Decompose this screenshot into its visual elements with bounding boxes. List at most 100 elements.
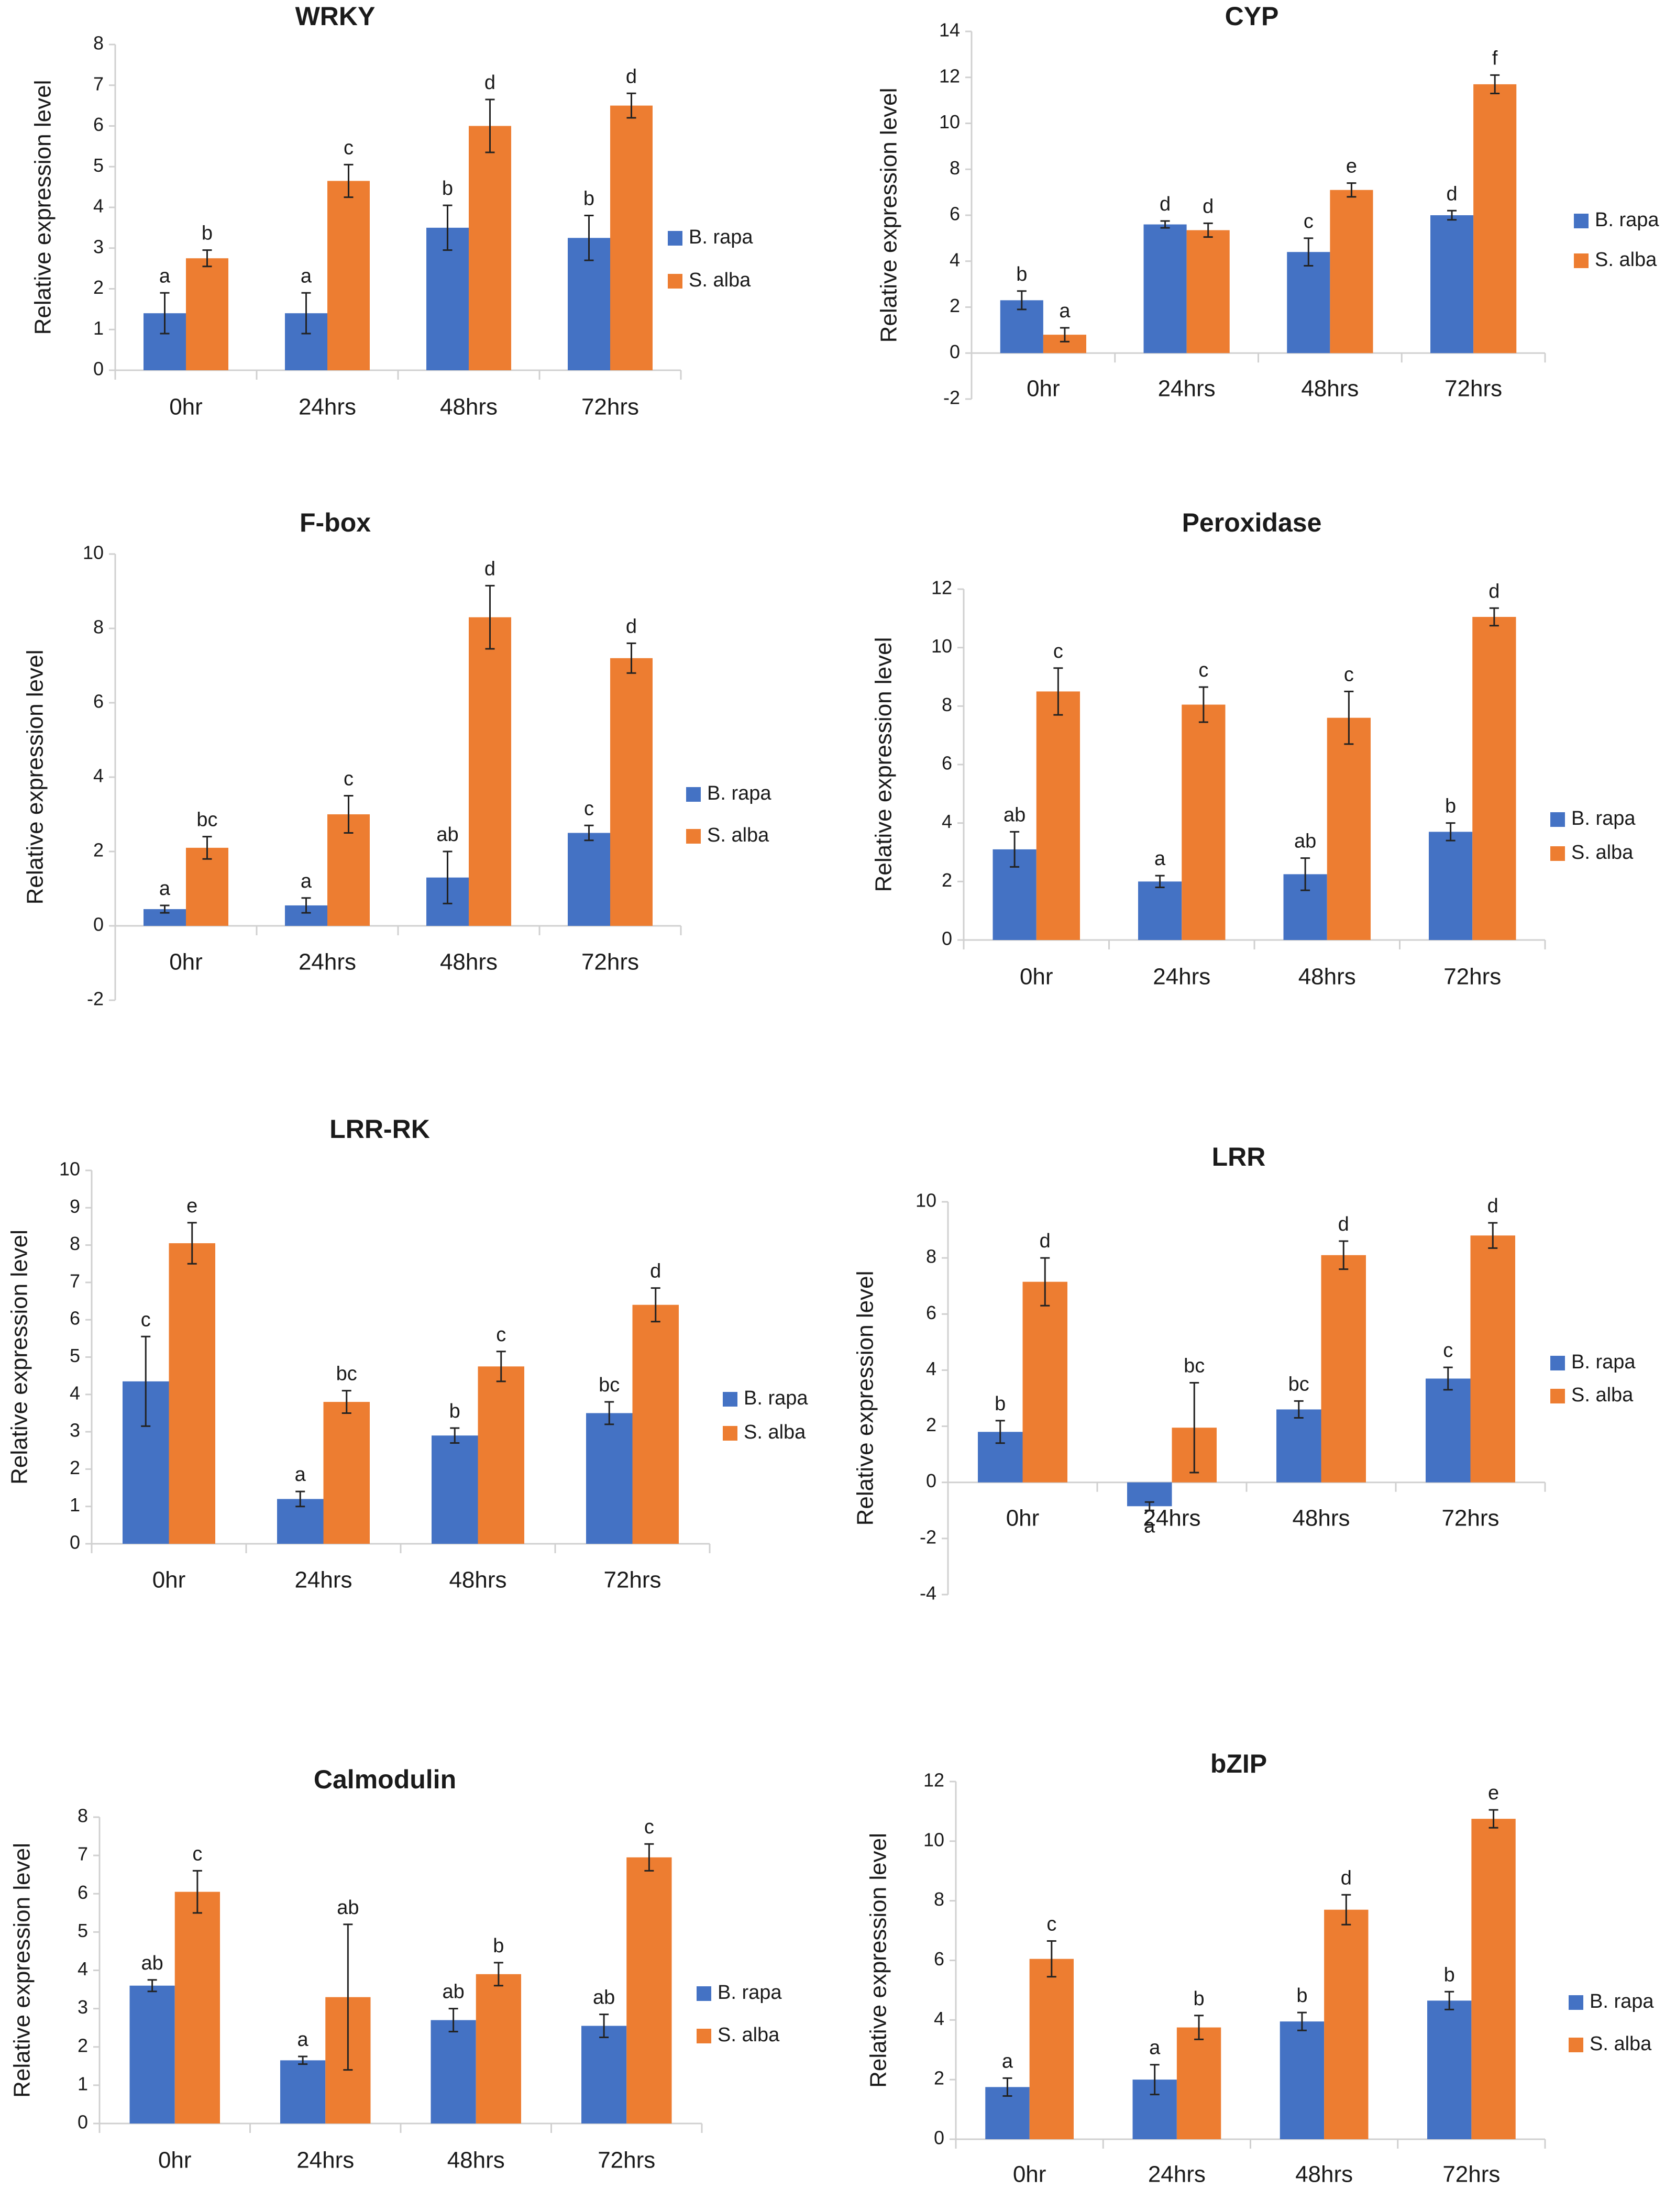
legend-label: B. rapa [707,782,771,804]
y-tick-label: 3 [78,1996,88,2018]
significance-letter: b [493,1935,504,1957]
chart-lrr: LRR -4 -2 0 2 4 6 8 10 Relative expression level 0… [853,1142,1636,1603]
y-tick-label: 4 [93,195,104,217]
category-label: 72hrs [598,2148,655,2173]
category-label: 24hrs [1158,376,1216,402]
bar-b-rapa [280,2060,326,2123]
y-tick-label: 3 [93,236,104,257]
legend-label: B. rapa [1595,209,1659,231]
legend-label: S. alba [1595,249,1657,271]
y-tick-label: 10 [83,542,104,563]
bar-s-alba [1327,717,1371,940]
bar-b-rapa [1430,215,1474,353]
y-tick-label: 0 [942,928,952,949]
y-axis-label: Relative expression level [866,1833,891,2088]
category-label: 48hrs [440,394,498,420]
bar-s-alba [186,847,228,926]
legend-swatch-b-rapa [1550,1356,1565,1370]
chart-title: LRR-RK [329,1114,430,1144]
bar-s-alba [1182,704,1226,940]
bar-b-rapa [1280,2021,1325,2139]
significance-letter: ab [442,1981,464,2003]
chart-bzip: bZIP 0 2 4 6 8 10 12 Relative expression level 0h… [866,1749,1655,2187]
bar-b-rapa [1276,1409,1321,1483]
y-tick-label: 9 [70,1196,80,1217]
chart-f-box: F-box -2 0 2 4 6 8 10 Relative expression level 0… [23,508,772,1009]
y-tick-label: 4 [93,765,104,787]
y-tick-label: 0 [93,914,104,935]
bar-b-rapa [426,227,469,370]
significance-letter: b [1444,1964,1455,1986]
bar-b-rapa [581,2026,627,2123]
legend-swatch-b-rapa [668,231,682,246]
y-tick-label: 6 [942,753,952,774]
bar-b-rapa [586,1413,633,1544]
bar-s-alba [1321,1255,1366,1483]
legend-swatch-b-rapa [1550,812,1565,827]
significance-letter: c [1443,1340,1453,1362]
legend-swatch-s-alba [1569,2038,1583,2052]
y-tick-label: 6 [93,114,104,135]
bar-b-rapa [431,2020,476,2123]
legend-label: S. alba [689,269,751,291]
y-tick-label: 4 [934,2008,944,2029]
significance-letter: d [626,65,637,87]
significance-letter: b [1193,1988,1204,2010]
bar-s-alba [186,258,228,370]
bar-b-rapa [129,1985,175,2123]
legend-label: B. rapa [718,1982,782,2004]
legend-label: B. rapa [1590,1990,1654,2012]
significance-letter: bc [196,809,217,831]
y-tick-label: 8 [942,694,952,715]
y-tick-label: 2 [78,2034,88,2056]
significance-letter: d [484,72,495,94]
y-tick-label: 0 [93,358,104,380]
y-tick-label: 4 [70,1382,80,1403]
significance-letter: c [344,768,354,790]
y-tick-label: 1 [78,2073,88,2094]
bar-b-rapa [1138,881,1182,940]
significance-letter: b [583,188,594,210]
legend-label: S. alba [1571,1384,1634,1406]
y-axis-label: Relative expression level [853,1271,878,1526]
y-tick-label: 0 [950,341,960,362]
y-tick-label: 4 [78,1958,88,1979]
legend-swatch-b-rapa [686,787,701,802]
y-tick-label: 7 [70,1270,80,1291]
y-tick-label: 8 [934,1888,944,1910]
bar-s-alba [1471,1819,1516,2139]
y-tick-label: 8 [93,616,104,638]
bar-s-alba [1324,1909,1369,2139]
chart-peroxidase: Peroxidase 0 2 4 6 8 10 12 Relative expression l… [871,508,1636,989]
bar-b-rapa [568,833,610,926]
y-tick-label: 5 [70,1345,80,1366]
y-tick-label: 8 [93,32,104,54]
significance-letter: b [442,178,453,200]
y-tick-label: 7 [93,73,104,94]
y-tick-label: 0 [78,2111,88,2133]
significance-letter: ab [593,1987,615,2009]
legend-label: B. rapa [689,226,753,248]
chart-cyp: CYP -2 0 2 4 6 8 10 12 14 Relative expression leve… [876,2,1660,408]
category-label: 0hr [169,949,203,975]
significance-letter: d [1341,1867,1352,1889]
bar-s-alba [1473,84,1517,353]
bar-s-alba [469,617,511,926]
significance-letter: ab [141,1952,163,1974]
significance-letter: c [1344,663,1354,685]
category-label: 48hrs [1298,964,1356,990]
significance-letter: c [141,1309,151,1331]
legend-label: S. alba [1590,2033,1652,2055]
y-tick-label: 10 [916,1190,936,1211]
y-tick-label: 5 [78,1920,88,1941]
category-label: 24hrs [299,949,356,975]
y-tick-label: 2 [942,869,952,891]
bar-s-alba [323,1402,370,1544]
legend-label: S. alba [744,1421,806,1443]
bar-s-alba [1036,691,1080,940]
y-tick-label: -2 [87,988,104,1010]
category-label: 72hrs [581,394,639,420]
legend-label: B. rapa [1571,1351,1636,1373]
bar-s-alba [626,1857,672,2123]
